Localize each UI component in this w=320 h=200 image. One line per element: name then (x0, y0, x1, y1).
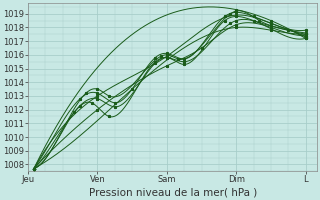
X-axis label: Pression niveau de la mer( hPa ): Pression niveau de la mer( hPa ) (89, 187, 257, 197)
